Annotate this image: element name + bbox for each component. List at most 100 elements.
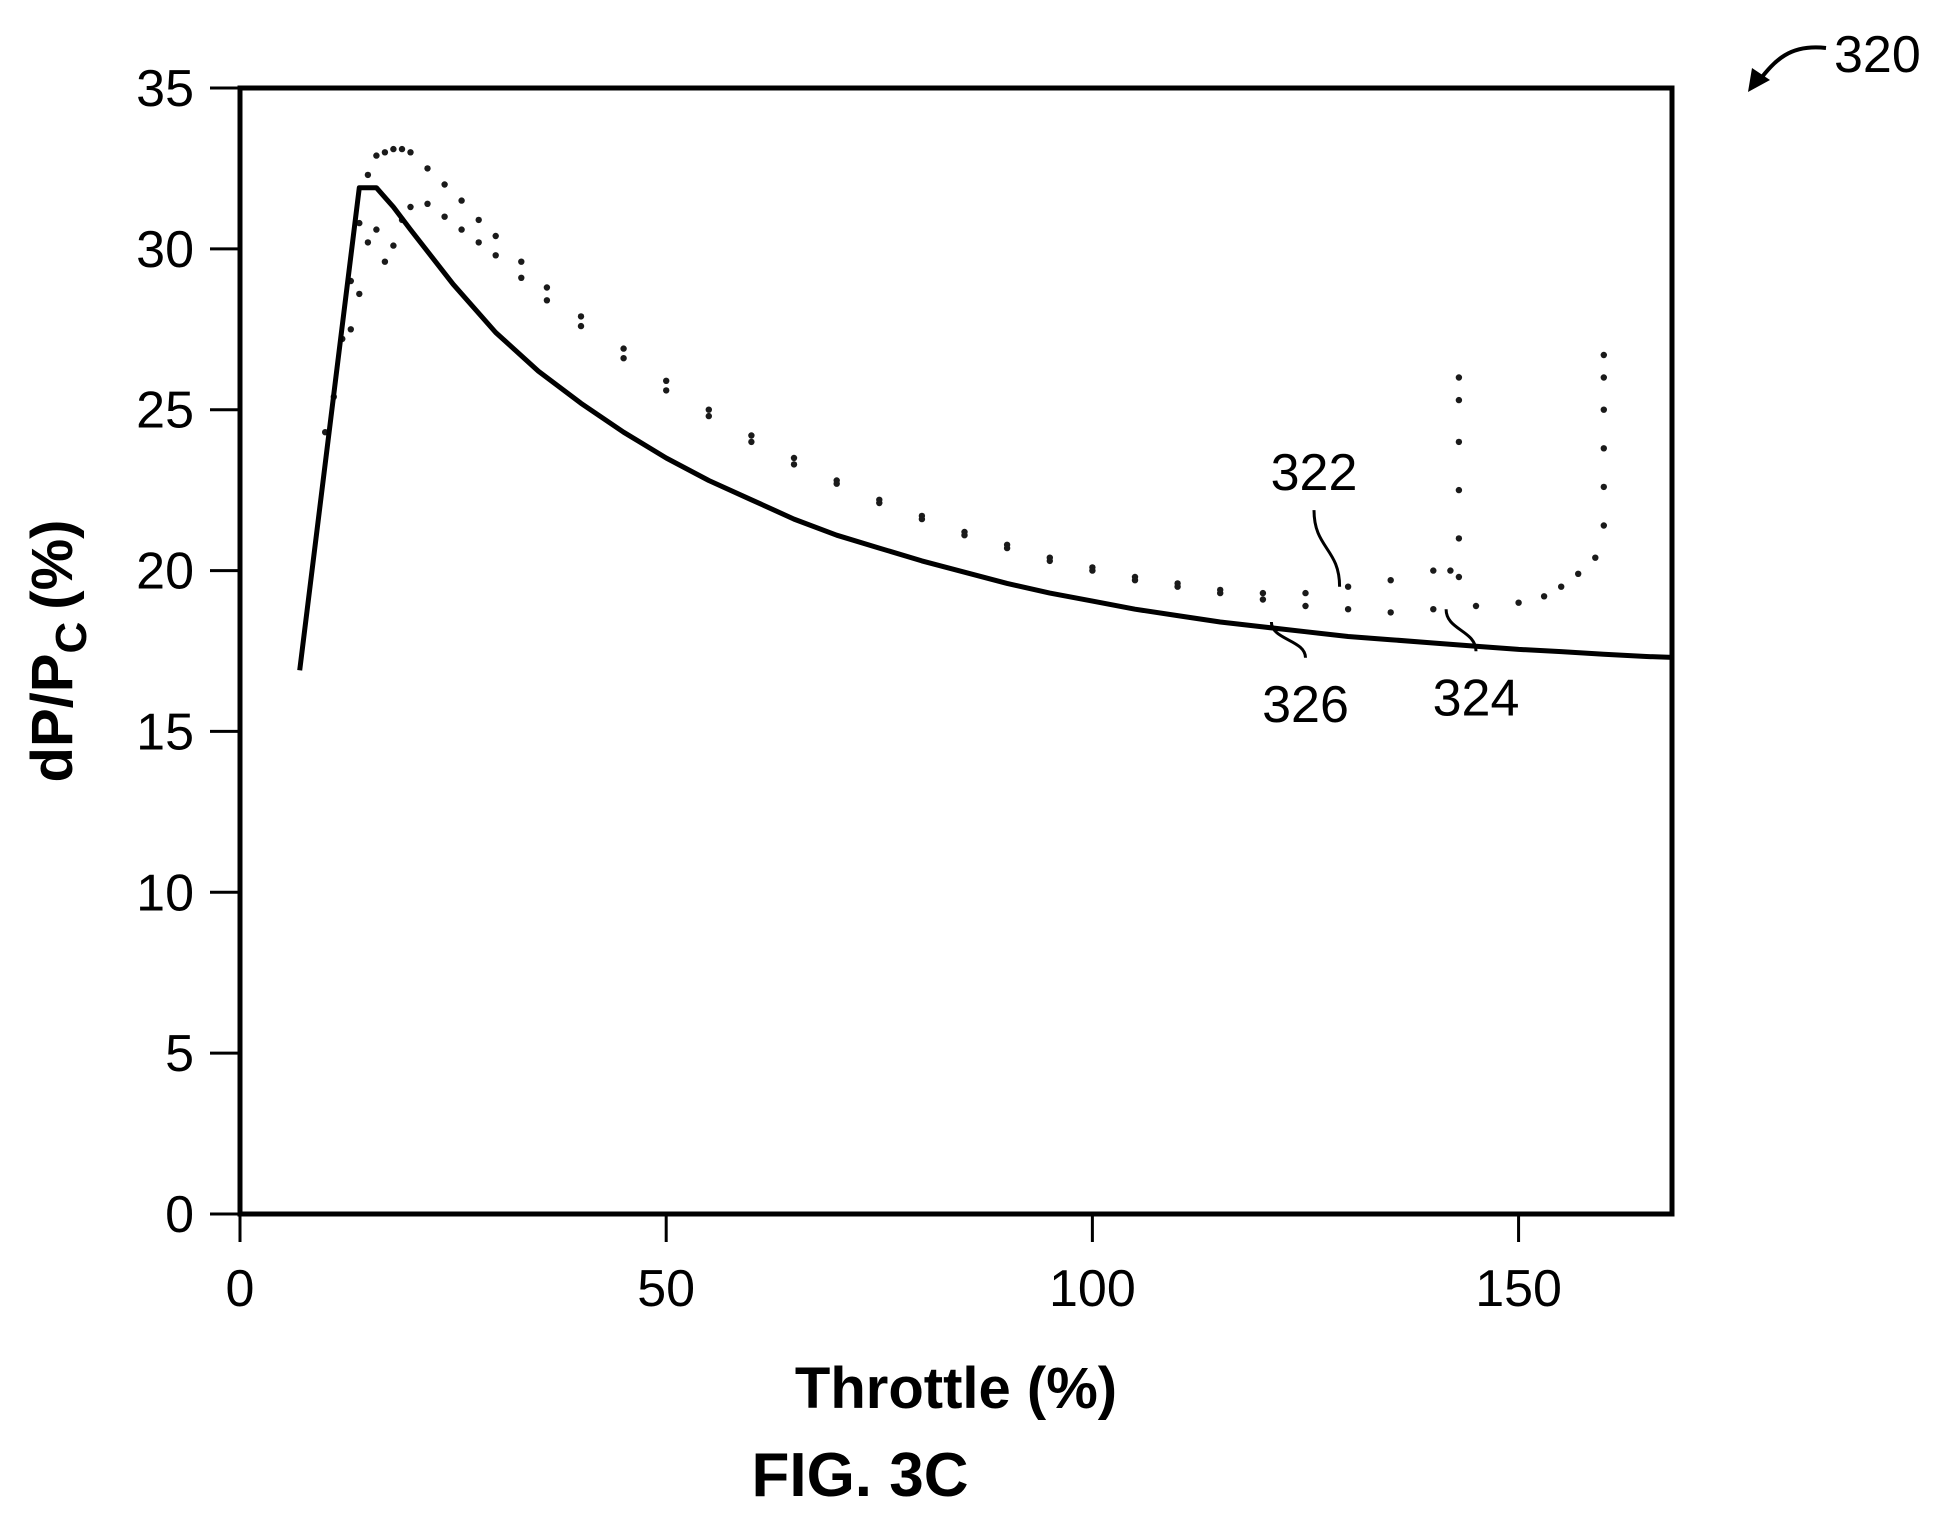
data-point-324 bbox=[1600, 406, 1608, 413]
data-point-324 bbox=[492, 252, 499, 259]
x-tick-label: 150 bbox=[1475, 1260, 1562, 1318]
data-point-322 bbox=[1387, 577, 1394, 584]
data-point-324 bbox=[1387, 609, 1394, 616]
data-point-324 bbox=[663, 387, 670, 394]
data-point-324 bbox=[1600, 483, 1608, 491]
data-point-322 bbox=[577, 313, 585, 320]
data-point-322 bbox=[1344, 583, 1352, 590]
data-point-324 bbox=[1592, 554, 1599, 561]
annotation-label-322: 322 bbox=[1271, 444, 1358, 502]
y-tick-label: 0 bbox=[165, 1186, 194, 1244]
data-point-322 bbox=[373, 152, 380, 159]
y-tick-label: 35 bbox=[136, 60, 194, 118]
annotation-leader-322 bbox=[1312, 510, 1342, 587]
data-point-322 bbox=[748, 432, 755, 439]
data-point-322 bbox=[1455, 535, 1463, 542]
x-tick-label: 0 bbox=[226, 1260, 255, 1318]
data-point-324 bbox=[347, 326, 354, 333]
data-point-324 bbox=[458, 226, 465, 233]
data-point-324 bbox=[1003, 544, 1011, 552]
data-point-322 bbox=[475, 216, 482, 224]
data-point-322 bbox=[458, 197, 465, 204]
data-point-324 bbox=[1089, 567, 1096, 574]
data-point-324 bbox=[1472, 602, 1480, 610]
figure-reference-arrowhead bbox=[1748, 68, 1770, 92]
data-point-324 bbox=[876, 499, 883, 507]
annotation-label-324: 324 bbox=[1433, 669, 1520, 727]
data-point-324 bbox=[1600, 374, 1608, 381]
data-point-324 bbox=[1344, 606, 1352, 613]
data-point-324 bbox=[390, 242, 397, 249]
data-point-324 bbox=[543, 297, 551, 304]
data-point-322 bbox=[1447, 567, 1454, 574]
figure-reference-number: 320 bbox=[1834, 26, 1921, 84]
data-point-324 bbox=[407, 203, 414, 211]
data-point-324 bbox=[1131, 577, 1139, 584]
x-tick-label: 100 bbox=[1049, 1260, 1136, 1318]
data-point-322 bbox=[1455, 438, 1463, 446]
data-point-324 bbox=[748, 438, 755, 446]
y-axis-title-sub: C bbox=[47, 622, 96, 654]
data-point-322 bbox=[790, 454, 798, 462]
data-point-324 bbox=[1540, 593, 1548, 600]
data-point-324 bbox=[620, 355, 627, 362]
data-point-322 bbox=[364, 171, 372, 179]
data-point-322 bbox=[1455, 396, 1463, 404]
data-point-322 bbox=[1302, 589, 1309, 597]
data-point-324 bbox=[424, 200, 431, 207]
series-layer bbox=[297, 145, 1673, 671]
data-point-324 bbox=[1174, 583, 1181, 590]
data-point-324 bbox=[475, 239, 482, 246]
data-point-322 bbox=[1259, 589, 1267, 597]
data-point-324 bbox=[1600, 445, 1608, 452]
y-tick-label: 10 bbox=[136, 864, 194, 922]
data-point-322 bbox=[1430, 567, 1437, 574]
data-point-322 bbox=[390, 145, 397, 153]
data-point-324 bbox=[364, 239, 372, 246]
data-point-324 bbox=[1259, 596, 1267, 603]
data-point-322 bbox=[492, 232, 499, 240]
y-axis-ticks: 0 5 10 15 20 25 30 35 bbox=[136, 60, 240, 1244]
data-point-322 bbox=[441, 181, 448, 188]
data-point-324 bbox=[1046, 557, 1054, 565]
data-point-324 bbox=[918, 515, 926, 523]
x-tick-label: 50 bbox=[637, 1260, 695, 1318]
data-point-322 bbox=[620, 345, 627, 352]
data-point-324 bbox=[381, 258, 389, 265]
data-point-324 bbox=[577, 322, 585, 330]
data-point-322 bbox=[398, 145, 406, 153]
data-point-324 bbox=[1600, 522, 1608, 529]
data-point-324 bbox=[705, 412, 712, 420]
y-tick-label: 25 bbox=[136, 382, 194, 440]
data-point-322 bbox=[1455, 374, 1463, 381]
y-axis-title: dP/PC (%) bbox=[20, 520, 96, 783]
data-point-322 bbox=[543, 284, 551, 291]
data-point-324 bbox=[356, 290, 363, 298]
y-axis-title-main: dP/P bbox=[20, 654, 85, 783]
data-point-324 bbox=[833, 480, 840, 487]
data-point-324 bbox=[1302, 602, 1309, 610]
plot-frame bbox=[237, 85, 1675, 1217]
y-tick-label: 5 bbox=[165, 1025, 194, 1083]
series-points-324 bbox=[347, 200, 1608, 616]
x-axis-title: Throttle (%) bbox=[795, 1356, 1117, 1421]
annotation-label-326: 326 bbox=[1262, 676, 1349, 734]
data-point-322 bbox=[518, 258, 525, 265]
series-line-326 bbox=[297, 185, 1673, 671]
data-point-322 bbox=[1455, 486, 1463, 494]
annotation-layer: 322 324 326 bbox=[1262, 444, 1519, 734]
data-point-322 bbox=[663, 377, 670, 384]
data-point-324 bbox=[1600, 351, 1608, 359]
y-axis-title-unit: (%) bbox=[20, 520, 85, 610]
figure-reference-arrow bbox=[1756, 45, 1827, 84]
data-point-324 bbox=[518, 274, 525, 281]
data-point-322 bbox=[356, 219, 363, 227]
data-point-324 bbox=[1575, 570, 1582, 577]
x-axis-ticks: 0 50 100 150 bbox=[226, 1214, 1562, 1318]
data-point-324 bbox=[1515, 599, 1522, 606]
y-tick-label: 30 bbox=[136, 221, 194, 279]
data-point-322 bbox=[1455, 573, 1463, 581]
data-point-324 bbox=[790, 461, 798, 468]
series-points-322 bbox=[322, 145, 1463, 597]
